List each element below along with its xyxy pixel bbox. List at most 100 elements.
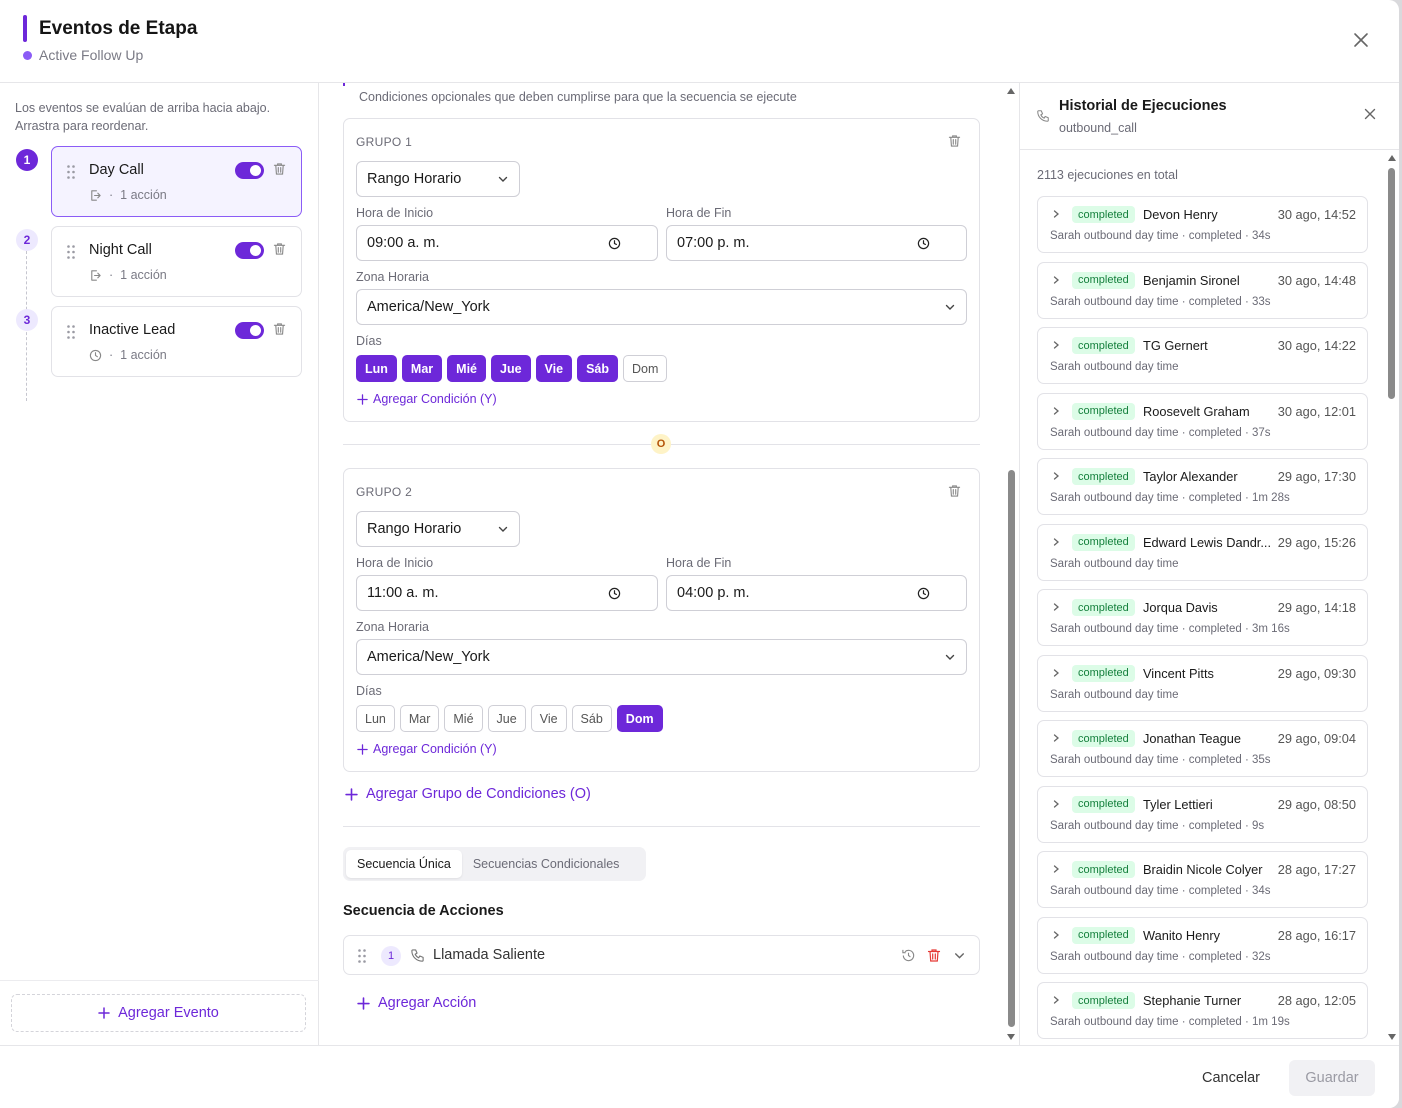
chevron-right-icon[interactable] (1051, 995, 1061, 1005)
chevron-right-icon[interactable] (1051, 602, 1061, 612)
drag-handle-icon[interactable] (66, 324, 76, 340)
clock-icon[interactable] (917, 237, 930, 250)
clock-icon[interactable] (608, 587, 621, 600)
scroll-down-arrow[interactable] (1388, 1034, 1396, 1040)
condition-type-select[interactable]: Rango Horario (356, 511, 520, 547)
execution-item[interactable]: completed Jonathan Teague 29 ago, 09:04 … (1037, 720, 1368, 777)
close-history-button[interactable] (1364, 108, 1376, 120)
execution-item[interactable]: completed Tyler Lettieri 29 ago, 08:50 S… (1037, 785, 1368, 843)
chevron-right-icon[interactable] (1051, 668, 1061, 678)
condition-type-select[interactable]: Rango Horario (356, 161, 520, 197)
day-toggle[interactable]: Sáb (571, 705, 612, 732)
scroll-up-arrow[interactable] (1007, 88, 1015, 94)
timezone-select[interactable]: America/New_York (356, 289, 967, 325)
day-toggle[interactable]: Lun (356, 355, 397, 382)
day-toggle[interactable]: Lun (356, 705, 395, 732)
chevron-down-icon[interactable] (953, 949, 966, 962)
scroll-down-arrow[interactable] (1007, 1034, 1015, 1040)
start-time-input[interactable]: 09:00 a. m. (356, 225, 658, 261)
chevron-right-icon[interactable] (1051, 209, 1061, 219)
lead-name: Tyler Lettieri (1143, 796, 1213, 812)
day-toggle[interactable]: Mié (447, 355, 486, 382)
execution-timestamp: 29 ago, 17:30 (1277, 469, 1356, 484)
event-card[interactable]: Inactive Lead · 1 acción (51, 306, 302, 377)
execution-item[interactable]: completed Jorqua Davis 29 ago, 14:18 Sar… (1037, 589, 1368, 646)
clock-icon[interactable] (608, 237, 621, 250)
end-time-input[interactable]: 07:00 p. m. (666, 225, 967, 261)
delete-group-icon[interactable] (948, 484, 961, 498)
chevron-right-icon[interactable] (1051, 930, 1061, 940)
lead-name: Taylor Alexander (1143, 469, 1238, 484)
event-card[interactable]: Night Call · 1 acción (51, 226, 302, 297)
execution-item[interactable]: completed Wanito Henry 28 ago, 16:17 Sar… (1037, 916, 1368, 974)
day-toggle[interactable]: Mar (401, 355, 443, 382)
history-icon[interactable] (901, 948, 916, 963)
add-action-button[interactable]: Agregar Acción (357, 995, 476, 1011)
delete-action-icon[interactable] (927, 948, 941, 963)
close-modal-button[interactable] (1349, 28, 1373, 52)
execution-description: Sarah outbound day time · completed · 37… (1050, 426, 1271, 439)
delete-event-icon[interactable] (273, 242, 286, 256)
execution-item[interactable]: completed Roosevelt Graham 30 ago, 12:01… (1037, 392, 1368, 450)
history-scrollbar[interactable] (1385, 150, 1399, 1045)
day-toggle[interactable]: Vie (530, 705, 567, 732)
event-enabled-toggle[interactable] (235, 242, 264, 259)
day-toggle[interactable]: Mar (399, 705, 440, 732)
chevron-right-icon[interactable] (1051, 864, 1061, 874)
execution-item[interactable]: completed Braidin Nicole Colyer 28 ago, … (1037, 851, 1368, 908)
tab-single-sequence[interactable]: Secuencia Única (346, 850, 462, 878)
chevron-right-icon[interactable] (1051, 406, 1061, 416)
execution-item[interactable]: completed TG Gernert 30 ago, 14:22 Sarah… (1037, 327, 1368, 384)
drag-handle-icon[interactable] (66, 164, 76, 180)
chevron-right-icon[interactable] (1051, 733, 1061, 743)
scroll-thumb[interactable] (1388, 168, 1395, 399)
execution-item[interactable]: completed Benjamin Sironel 30 ago, 14:48… (1037, 261, 1368, 319)
drag-handle-icon[interactable] (66, 244, 76, 260)
action-row[interactable]: 1 Llamada Saliente (343, 935, 980, 975)
execution-item[interactable]: completed Vincent Pitts 29 ago, 09:30 Sa… (1037, 654, 1368, 712)
add-condition-button[interactable]: Agregar Condición (Y) (357, 742, 497, 756)
chevron-right-icon[interactable] (1051, 537, 1061, 547)
add-condition-button[interactable]: Agregar Condición (Y) (357, 392, 497, 406)
delete-event-icon[interactable] (273, 162, 286, 176)
tab-conditional-sequences[interactable]: Secuencias Condicionales (472, 857, 620, 871)
day-toggle[interactable]: Sáb (577, 355, 619, 382)
day-toggle[interactable]: Jue (491, 355, 531, 382)
or-badge: O (651, 434, 671, 454)
drag-handle-icon[interactable] (357, 948, 367, 964)
actions-sequence-title: Secuencia de Acciones (343, 903, 504, 919)
execution-item[interactable]: completed Stephanie Turner 28 ago, 12:05… (1037, 982, 1368, 1039)
chevron-right-icon[interactable] (1051, 340, 1061, 350)
chevron-right-icon[interactable] (1051, 799, 1061, 809)
clock-icon[interactable] (917, 587, 930, 600)
editor-scrollbar[interactable] (1005, 83, 1019, 1045)
scroll-thumb[interactable] (1008, 470, 1015, 1027)
end-time-input[interactable]: 04:00 p. m. (666, 575, 967, 611)
start-time-label: Hora de Inicio (356, 556, 434, 570)
execution-item[interactable]: completed Devon Henry 30 ago, 14:52 Sara… (1037, 196, 1368, 253)
timezone-select[interactable]: America/New_York (356, 639, 967, 675)
chevron-right-icon[interactable] (1051, 275, 1061, 285)
delete-event-icon[interactable] (273, 322, 286, 336)
scroll-up-arrow[interactable] (1388, 155, 1396, 161)
event-enabled-toggle[interactable] (235, 322, 264, 339)
start-time-input[interactable]: 11:00 a. m. (356, 575, 658, 611)
execution-item[interactable]: completed Taylor Alexander 29 ago, 17:30… (1037, 458, 1368, 515)
save-button[interactable]: Guardar (1289, 1060, 1375, 1096)
event-card[interactable]: Day Call · 1 acción (51, 146, 302, 217)
day-toggle[interactable]: Vie (535, 355, 573, 382)
chevron-right-icon[interactable] (1051, 471, 1061, 481)
add-condition-group-button[interactable]: Agregar Grupo de Condiciones (O) (345, 786, 591, 802)
execution-item[interactable]: completed Edward Lewis Dandr... 29 ago, … (1037, 523, 1368, 581)
section-tick (343, 83, 345, 86)
day-toggle[interactable]: Jue (487, 705, 526, 732)
event-name: Day Call (89, 162, 144, 178)
add-event-button[interactable]: Agregar Evento (11, 994, 306, 1032)
cancel-button[interactable]: Cancelar (1201, 1070, 1261, 1086)
status-badge: completed (1072, 468, 1135, 485)
day-toggle[interactable]: Mié (444, 705, 483, 732)
event-enabled-toggle[interactable] (235, 162, 264, 179)
day-toggle[interactable]: Dom (616, 705, 663, 732)
day-toggle[interactable]: Dom (623, 355, 668, 382)
delete-group-icon[interactable] (948, 134, 961, 148)
